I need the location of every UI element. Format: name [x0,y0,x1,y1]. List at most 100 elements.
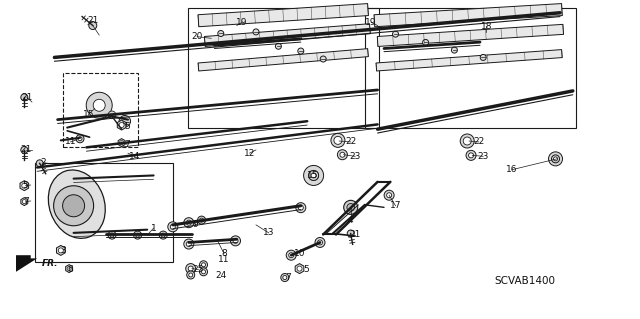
Circle shape [552,155,559,162]
Polygon shape [374,4,563,27]
Circle shape [187,271,195,279]
Circle shape [253,29,259,35]
Text: 9: 9 [193,220,198,229]
Circle shape [119,122,124,128]
Circle shape [308,170,319,181]
Circle shape [184,239,194,249]
Text: 4: 4 [348,216,353,225]
Circle shape [184,218,194,228]
Text: 3: 3 [60,246,65,255]
Text: 15: 15 [307,171,318,180]
Text: 19: 19 [365,18,377,27]
Circle shape [281,273,289,282]
Polygon shape [117,120,126,130]
Ellipse shape [49,170,105,238]
Circle shape [54,186,93,226]
Polygon shape [376,49,562,71]
Circle shape [108,231,116,239]
Bar [63,73,138,147]
Text: 25: 25 [193,265,204,274]
Bar [188,8,379,128]
Polygon shape [377,24,564,47]
Circle shape [170,224,175,229]
Circle shape [334,136,342,145]
Circle shape [230,236,241,246]
Text: 23: 23 [477,152,489,161]
Circle shape [298,48,304,54]
Circle shape [110,233,114,237]
Circle shape [120,141,124,145]
Circle shape [451,47,458,53]
Text: 11: 11 [65,137,76,146]
Polygon shape [66,264,72,273]
Circle shape [93,99,105,111]
Polygon shape [198,4,369,27]
Circle shape [297,266,302,271]
Circle shape [289,253,294,258]
Circle shape [189,273,193,277]
Circle shape [186,263,196,274]
Circle shape [317,240,323,245]
Circle shape [22,200,26,204]
Circle shape [468,153,474,158]
Circle shape [315,237,325,248]
Polygon shape [198,49,369,71]
Circle shape [311,173,316,178]
Text: 18: 18 [481,22,492,31]
Circle shape [67,267,71,271]
Polygon shape [295,263,304,274]
Text: 19: 19 [236,18,248,27]
Circle shape [275,43,282,49]
Circle shape [186,241,191,247]
Bar [35,163,173,262]
Circle shape [89,21,97,30]
Text: 5: 5 [124,122,129,130]
Circle shape [200,261,207,269]
Polygon shape [20,181,29,191]
Circle shape [21,146,28,153]
Text: 16: 16 [506,165,518,174]
Text: 21: 21 [21,93,33,102]
Text: SCVAB1400: SCVAB1400 [494,276,556,286]
Circle shape [480,55,486,60]
Circle shape [298,205,303,210]
Circle shape [63,195,84,217]
Text: 10: 10 [294,249,305,258]
Text: 24: 24 [215,271,227,280]
Polygon shape [118,138,125,147]
Circle shape [347,204,355,211]
Text: FR.: FR. [42,259,58,268]
Text: 22: 22 [473,137,484,146]
Bar [365,8,576,128]
Polygon shape [56,245,65,256]
Circle shape [78,137,82,141]
Circle shape [392,31,399,37]
Circle shape [303,166,324,185]
Circle shape [384,190,394,200]
Circle shape [108,111,116,119]
Text: 22: 22 [345,137,356,146]
Circle shape [337,150,348,160]
Polygon shape [16,255,37,272]
Text: 14: 14 [129,152,140,161]
Text: 15: 15 [83,110,94,119]
Circle shape [320,56,326,62]
Circle shape [283,276,287,279]
Circle shape [76,135,84,143]
Text: 17: 17 [390,201,401,210]
Text: 21: 21 [20,145,31,154]
Circle shape [308,170,319,181]
Text: 5: 5 [303,265,308,274]
Circle shape [21,94,28,101]
Text: 7: 7 [285,273,291,282]
Circle shape [344,200,358,214]
Circle shape [136,233,140,237]
Text: 5: 5 [23,181,28,189]
Circle shape [198,216,205,224]
Text: 21: 21 [349,230,361,239]
Text: 8: 8 [221,249,227,258]
Circle shape [202,263,205,267]
Circle shape [233,238,238,243]
Circle shape [119,115,131,127]
Circle shape [463,137,471,145]
